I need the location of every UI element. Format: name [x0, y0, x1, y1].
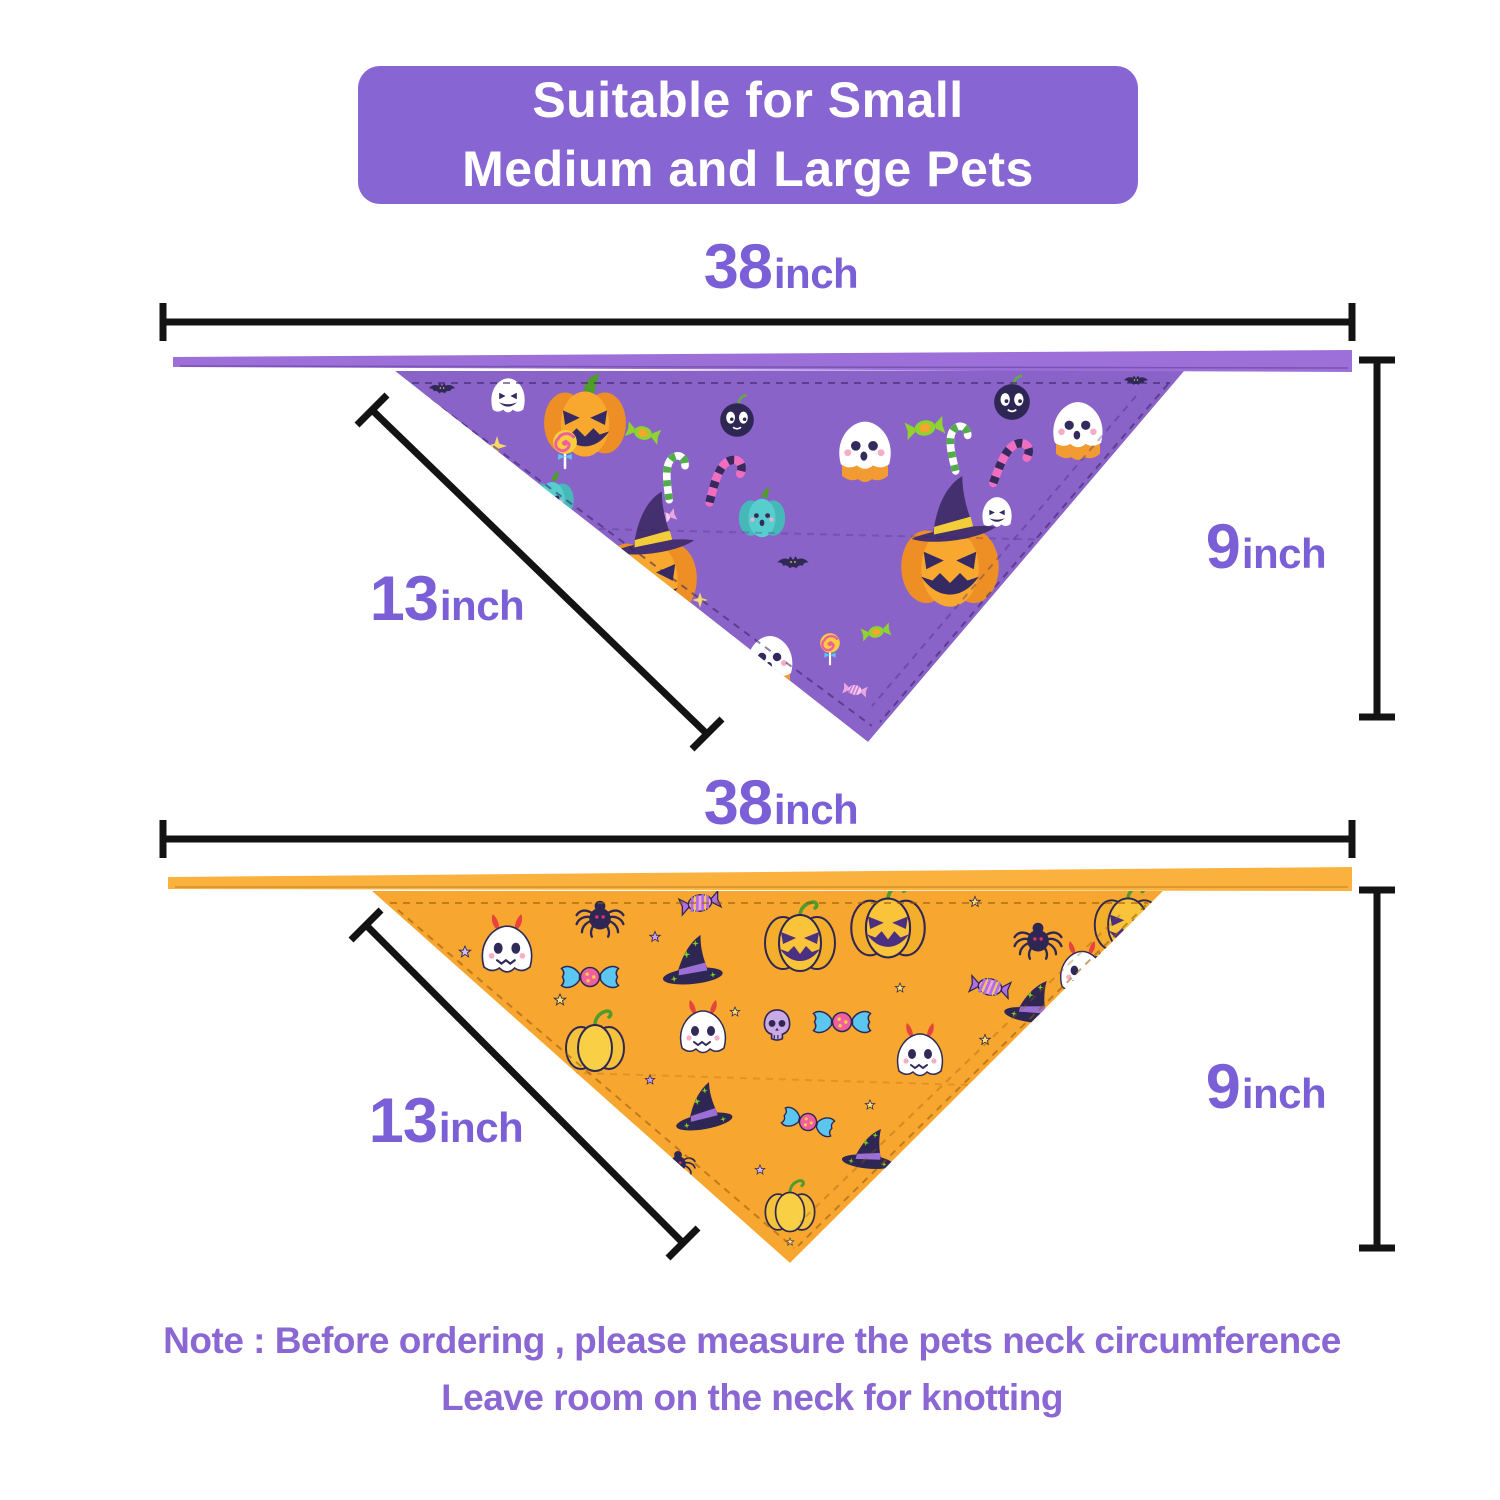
size-banner: Suitable for Small Medium and Large Pets: [358, 66, 1138, 204]
ordering-note: Note : Before ordering , please measure …: [22, 1312, 1482, 1427]
purple-bandana-stitching: [412, 382, 1170, 727]
note-line-2: Leave room on the neck for knotting: [441, 1377, 1063, 1419]
bandana1-height-label: 9 inch: [1205, 512, 1327, 582]
diagonal-value: 13: [369, 564, 439, 634]
banner-line-2: Medium and Large Pets: [462, 141, 1034, 197]
bandana1-height-measure-line: [1359, 356, 1395, 721]
bandana1-width-measure-line: [159, 303, 1356, 341]
width-value: 38: [703, 768, 773, 838]
bandana2-height-measure-line: [1359, 886, 1395, 1252]
bandana2-height-label: 9 inch: [1205, 1052, 1327, 1122]
orange-bandana-graphic: [168, 867, 1352, 1263]
blue-candy-icon: [812, 1010, 872, 1034]
purple-bandana-graphic: [173, 350, 1352, 742]
height-unit: inch: [1241, 530, 1327, 577]
banner-line-1: Suitable for Small: [532, 72, 964, 128]
height-value: 9: [1205, 512, 1241, 582]
width-value: 38: [703, 232, 773, 302]
navy-skull-icon: [674, 625, 706, 664]
bandana1-diagonal-label: 13 inch: [369, 564, 525, 634]
purple-bandana-fabric: [395, 370, 1185, 742]
bandana2-width-measure-line: [159, 820, 1356, 858]
bandana2-width-label: 38 inch: [703, 768, 859, 838]
diagonal-unit: inch: [439, 582, 525, 629]
white-skull-icon: [765, 699, 785, 722]
note-line-1: Note : Before ordering , please measure …: [163, 1320, 1341, 1361]
orange-bandana-stitching: [390, 902, 1148, 1249]
blue-candy-icon: [560, 965, 620, 989]
bandana1-diagonal-measure-line: [354, 392, 725, 752]
purple-tie-seam: [179, 365, 1349, 369]
bandana2-diagonal-measure-line: [348, 907, 701, 1261]
height-value: 9: [1205, 1052, 1241, 1122]
purple-bandana-tie-strip: [173, 350, 1352, 372]
diagonal-value: 13: [368, 1086, 438, 1156]
orange-bandana-tie-strip: [168, 867, 1352, 891]
width-unit: inch: [773, 250, 859, 297]
width-unit: inch: [773, 786, 859, 833]
height-unit: inch: [1241, 1070, 1327, 1117]
bandana1-width-label: 38 inch: [703, 232, 859, 302]
diagonal-unit: inch: [438, 1104, 524, 1151]
bandana2-diagonal-label: 13 inch: [368, 1086, 524, 1156]
